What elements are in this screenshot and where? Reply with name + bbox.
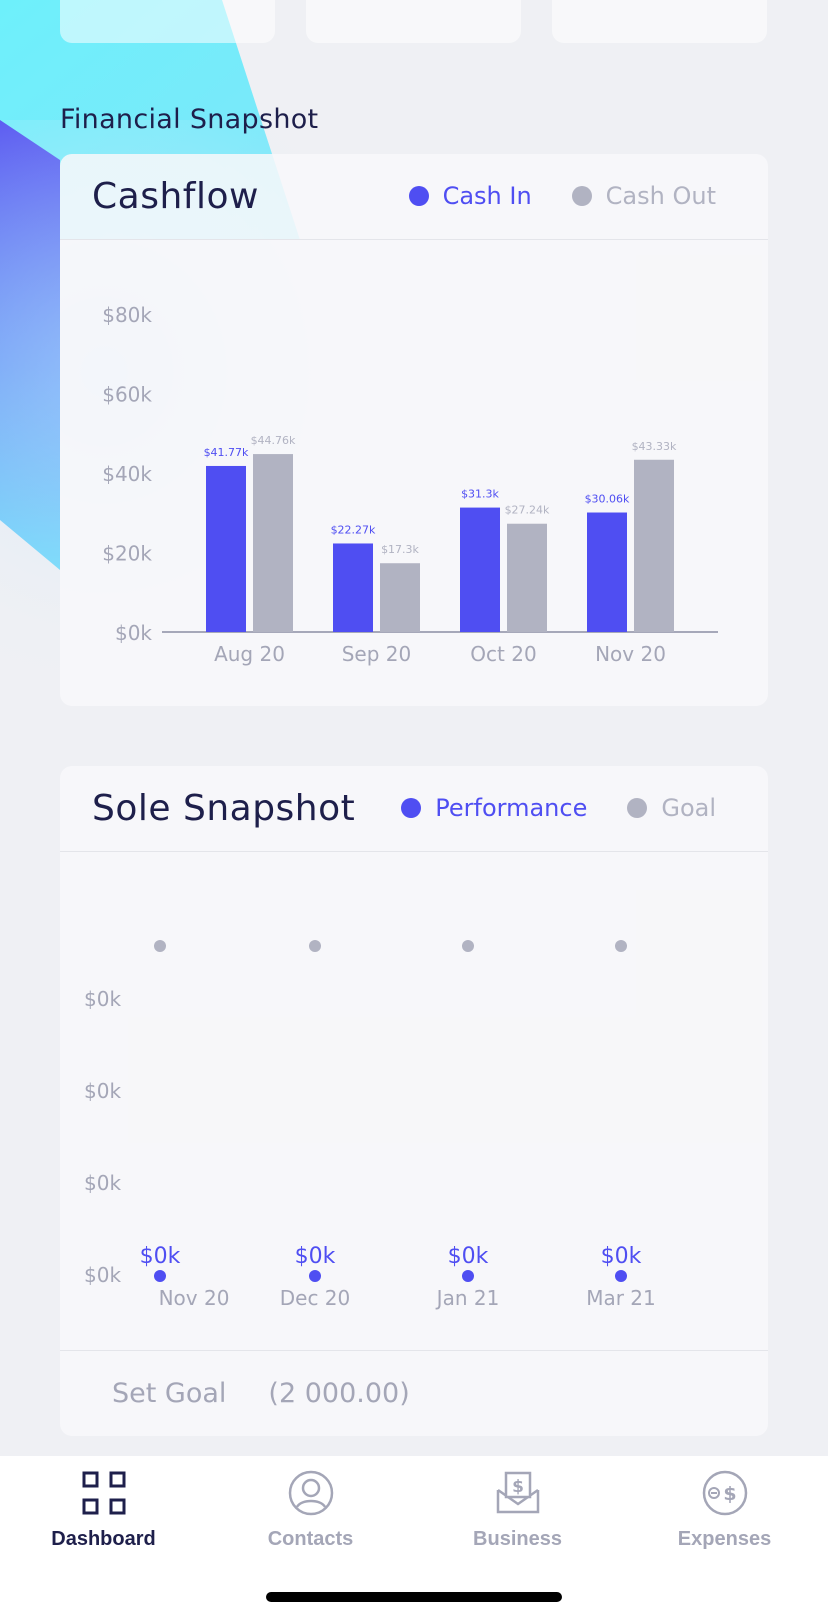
- legend-cash-out[interactable]: Cash Out: [571, 182, 716, 210]
- performance-point: [154, 1270, 166, 1282]
- y-tick-label: $60k: [102, 383, 152, 407]
- legend-dot-cash-out: [571, 186, 592, 206]
- cashflow-legend: Cash In Cash Out: [408, 182, 716, 210]
- y-tick-label: $0k: [84, 1171, 121, 1195]
- bar-cash-in: [587, 512, 627, 632]
- bar-value-label: $22.27k: [331, 523, 376, 536]
- legend-label-cash-in: Cash In: [442, 182, 532, 210]
- legend-dot-cash-in: [408, 186, 429, 206]
- nav-business[interactable]: $ Business: [414, 1470, 621, 1551]
- bar-cash-in: [206, 465, 246, 632]
- y-tick-label: $80k: [102, 303, 152, 327]
- legend-cash-in[interactable]: Cash In: [408, 182, 532, 210]
- bar-value-label: $44.76k: [251, 434, 296, 447]
- x-tick-label: Sep 20: [342, 642, 412, 666]
- home-indicator: [266, 1592, 562, 1602]
- goal-point: [615, 940, 627, 952]
- performance-point: [462, 1270, 474, 1282]
- user-circle-icon: [288, 1470, 333, 1516]
- x-tick-label: Dec 20: [280, 1286, 351, 1310]
- performance-value-label: $0k: [140, 1244, 181, 1269]
- nav-label-expenses: Expenses: [677, 1528, 772, 1550]
- cashflow-header: Cashflow Cash In Cash Out: [60, 154, 768, 240]
- nav-contacts[interactable]: Contacts: [207, 1470, 414, 1551]
- sole-snapshot-legend: Performance Goal: [401, 794, 716, 822]
- bar-cash-out: [634, 459, 674, 632]
- summary-card-3[interactable]: [552, 0, 767, 43]
- bar-cash-in: [460, 507, 500, 632]
- bar-cash-out: [507, 523, 547, 632]
- y-tick-label: $20k: [102, 542, 152, 566]
- x-tick-label: Jan 21: [435, 1286, 500, 1310]
- bar-value-label: $27.24k: [505, 504, 550, 517]
- cashflow-chart: $0k $20k $40k $60k $80k $41.77k$44.76k Aug 20 $…: [102, 303, 718, 666]
- y-tick-label: $40k: [102, 462, 152, 486]
- bar-value-label: $30.06k: [585, 493, 630, 506]
- cashflow-title: Cashflow: [92, 176, 259, 217]
- legend-dot-performance: [401, 798, 422, 818]
- x-tick-label: Nov 20: [595, 642, 666, 666]
- bar-value-label: $43.33k: [632, 440, 677, 453]
- goal-point: [154, 940, 166, 952]
- goal-point: [309, 940, 321, 952]
- performance-value-label: $0k: [601, 1244, 642, 1269]
- x-tick-label: Mar 21: [586, 1286, 656, 1310]
- set-goal-row[interactable]: Set Goal (2 000.00): [60, 1350, 768, 1436]
- legend-performance[interactable]: Performance: [401, 794, 587, 822]
- y-tick-label: $0k: [84, 1079, 121, 1103]
- set-goal-label: Set Goal: [112, 1378, 227, 1409]
- sole-snapshot-title: Sole Snapshot: [92, 788, 356, 829]
- bar-cash-in: [333, 543, 373, 632]
- cashflow-card: Cashflow Cash In Cash Out $0k $20k $40k $60…: [60, 154, 768, 706]
- legend-dot-goal: [627, 798, 648, 818]
- x-tick-label: Nov 20: [159, 1286, 230, 1310]
- svg-text:$: $: [512, 1477, 524, 1497]
- performance-point: [309, 1270, 321, 1282]
- envelope-dollar-icon: $: [496, 1471, 539, 1514]
- performance-value-label: $0k: [295, 1244, 336, 1269]
- coin-minus-icon: $: [702, 1470, 747, 1516]
- bar-value-label: $31.3k: [461, 488, 499, 501]
- legend-label-cash-out: Cash Out: [605, 182, 716, 210]
- y-tick-label: $0k: [84, 987, 121, 1011]
- section-title: Financial Snapshot: [60, 104, 319, 135]
- nav-dashboard[interactable]: Dashboard: [0, 1470, 207, 1551]
- sole-snapshot-card: Sole Snapshot Performance Goal $0k $0k $0k…: [60, 766, 768, 1436]
- goal-value[interactable]: (2 000.00): [268, 1378, 410, 1409]
- legend-label-goal: Goal: [661, 794, 716, 822]
- nav-label-contacts: Contacts: [267, 1528, 354, 1550]
- performance-value-label: $0k: [448, 1244, 489, 1269]
- nav-expenses[interactable]: $ Expenses: [621, 1470, 828, 1551]
- legend-goal[interactable]: Goal: [627, 794, 716, 822]
- x-tick-label: Aug 20: [214, 642, 285, 666]
- nav-label-dashboard: Dashboard: [51, 1528, 156, 1550]
- summary-card-1[interactable]: [60, 0, 275, 43]
- x-tick-label: Oct 20: [470, 642, 536, 666]
- sole-snapshot-chart: $0k $0k $0k $0k $0k Nov 20 $0k Dec 20 $0k Jan 21 $…: [84, 940, 656, 1310]
- bar-value-label: $17.3k: [381, 543, 419, 556]
- y-tick-label: $0k: [84, 1263, 121, 1287]
- svg-text:$: $: [723, 1483, 736, 1505]
- bar-value-label: $41.77k: [204, 446, 249, 459]
- goal-point: [462, 940, 474, 952]
- legend-label-performance: Performance: [435, 794, 588, 822]
- nav-label-business: Business: [473, 1528, 562, 1550]
- sole-snapshot-header: Sole Snapshot Performance Goal: [60, 766, 768, 852]
- summary-card-2[interactable]: [306, 0, 521, 43]
- grid-icon: [82, 1471, 125, 1515]
- y-tick-label: $0k: [115, 621, 152, 645]
- bar-cash-out: [253, 454, 293, 632]
- bar-cash-out: [380, 563, 420, 632]
- performance-point: [615, 1270, 627, 1282]
